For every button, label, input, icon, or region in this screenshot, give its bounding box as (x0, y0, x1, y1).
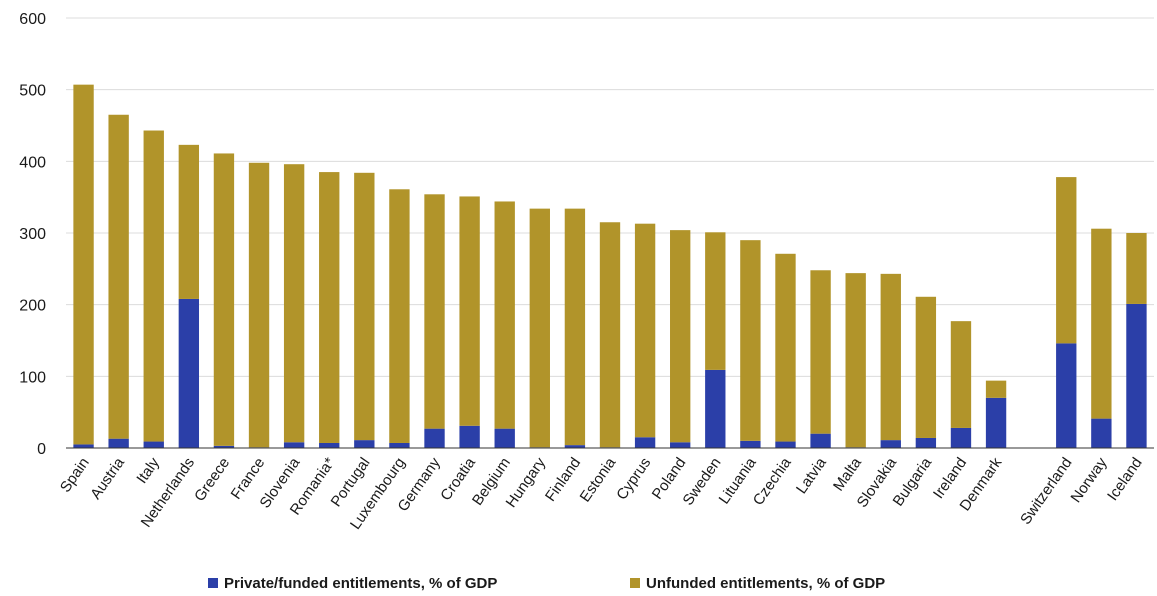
bar-private-greece (213, 445, 235, 448)
bar-private-luxembourg (389, 442, 410, 448)
bar-private-cyprus (634, 437, 656, 448)
bar-unfunded-iceland (1126, 233, 1147, 304)
x-tick-label: Malta (830, 454, 865, 494)
x-tick-label: Austria (87, 454, 128, 503)
x-tick-label: Greece (191, 455, 233, 505)
bar-unfunded-poland (670, 230, 691, 443)
x-tick-label: Italy (133, 454, 163, 487)
y-tick-label: 200 (19, 298, 46, 315)
legend-label-private: Private/funded entitlements, % of GDP (224, 575, 497, 592)
bar-private-switzerland (1056, 343, 1077, 448)
y-tick-label: 300 (19, 226, 46, 243)
bar-private-germany (424, 428, 445, 448)
bar-private-netherlands (178, 298, 200, 448)
bar-unfunded-czechia (775, 253, 796, 442)
bar-unfunded-norway (1091, 228, 1112, 419)
bar-unfunded-germany (424, 194, 445, 429)
legend-label-unfunded: Unfunded entitlements, % of GDP (646, 575, 885, 592)
bar-unfunded-latvia (810, 270, 831, 434)
bar-unfunded-italy (143, 130, 164, 442)
bar-private-lituania (740, 440, 761, 448)
x-tick-label: Estonia (577, 454, 620, 505)
y-tick-label: 400 (19, 154, 46, 171)
bar-private-czechia (775, 441, 796, 448)
x-tick-label: Iceland (1104, 455, 1146, 504)
bar-unfunded-denmark (985, 380, 1007, 398)
bar-private-norway (1091, 418, 1112, 448)
bar-private-croatia (459, 425, 480, 448)
bar-unfunded-bulgaria (915, 296, 937, 438)
bar-unfunded-belgium (494, 201, 515, 429)
bar-private-slovakia (880, 440, 901, 448)
bar-private-latvia (810, 433, 831, 448)
bar-unfunded-france (248, 162, 270, 448)
bar-private-poland (670, 442, 691, 448)
bar-private-bulgaria (915, 437, 937, 448)
bar-unfunded-cyprus (634, 223, 656, 438)
x-tick-label: Latvia (793, 454, 830, 497)
bars (73, 84, 1147, 448)
bar-private-spain (73, 444, 94, 448)
bar-unfunded-netherlands (178, 144, 200, 299)
bar-unfunded-croatia (459, 196, 480, 426)
bar-unfunded-ireland (950, 321, 972, 428)
bar-unfunded-luxembourg (389, 189, 410, 443)
bar-unfunded-portugal (354, 172, 375, 441)
bar-unfunded-slovakia (880, 273, 901, 441)
x-tick-label: Spain (57, 455, 93, 496)
bar-private-portugal (354, 440, 375, 448)
y-tick-label: 500 (19, 83, 46, 100)
bar-unfunded-slovenia (283, 164, 305, 443)
x-tick-label: Switzerland (1017, 455, 1075, 528)
x-tick-label: Norway (1068, 454, 1111, 506)
bar-unfunded-spain (73, 84, 94, 445)
bar-private-denmark (985, 397, 1007, 448)
legend-swatch-unfunded (630, 578, 640, 588)
bar-unfunded-romania (319, 172, 340, 443)
y-tick-label: 0 (37, 441, 46, 458)
bar-private-sweden (705, 369, 726, 448)
bar-private-belgium (494, 428, 515, 448)
y-tick-label: 100 (19, 369, 46, 386)
bar-unfunded-estonia (599, 222, 621, 448)
bar-unfunded-sweden (705, 232, 726, 370)
bar-private-austria (108, 438, 129, 448)
bar-unfunded-malta (845, 273, 866, 448)
bar-private-slovenia (283, 442, 305, 448)
bar-unfunded-hungary (529, 208, 550, 448)
bar-unfunded-finland (564, 208, 586, 446)
legend: Private/funded entitlements, % of GDP Un… (208, 575, 885, 592)
y-tick-label: 600 (19, 11, 46, 28)
bar-private-italy (143, 441, 164, 448)
bar-unfunded-switzerland (1056, 177, 1077, 344)
legend-swatch-private (208, 578, 218, 588)
x-tick-label: Cyprus (613, 455, 654, 504)
y-axis-ticks: 0 100 200 300 400 500 600 (19, 11, 46, 458)
bar-private-finland (564, 445, 586, 448)
bar-private-iceland (1126, 303, 1147, 448)
bar-unfunded-lituania (740, 240, 761, 441)
bar-private-romania (319, 442, 340, 448)
bar-private-ireland (950, 427, 972, 448)
bar-unfunded-austria (108, 114, 129, 439)
bar-unfunded-greece (213, 153, 235, 446)
